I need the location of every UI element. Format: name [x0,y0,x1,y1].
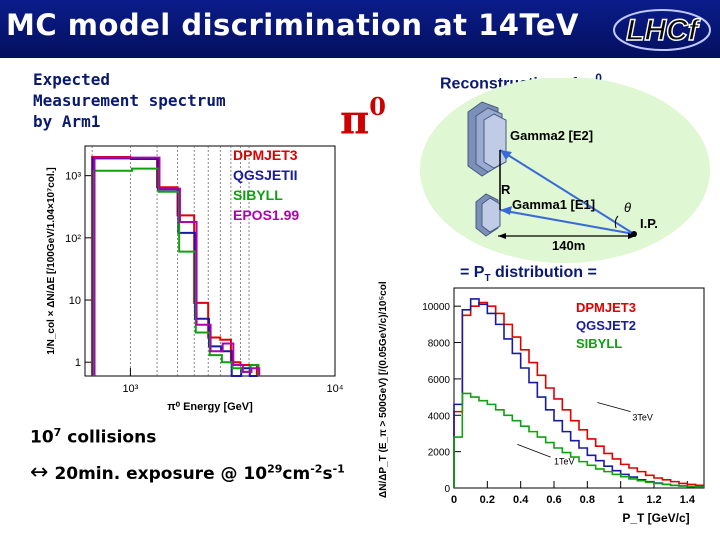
detector-lower [475,193,501,237]
x-tick-label: 10³ [122,383,138,395]
energy-spectrum-chart: 1 10 10² 10³ 10³ 10⁴ DPMJET3 QGSJETII SIBYLL EPOS… [46,145,344,413]
annotation-1tev: 1TeV [554,456,575,466]
intro-text: Expected Measurement spectrum by Arm1 [33,69,226,132]
gamma2-arrowhead [500,150,512,160]
pt-sub: T [484,273,491,285]
logo-text: LHCf [626,14,701,47]
intro-line-2: Measurement spectrum [33,91,226,110]
legend-entry: DPMJET3 [576,300,636,315]
legend-entry: SIBYLL [233,187,283,203]
exposure-prefix: 20min. exposure @ 10 [54,464,268,484]
pt-suffix: distribution = [490,264,597,281]
legend-entry: QGSJET2 [576,318,636,333]
gamma2-label: Gamma2 [E2] [510,128,593,143]
detector-upper [467,101,507,177]
intro-line-1: Expected [33,70,111,89]
y-axis-label: 1/N_col × ΔN/ΔE [/100GeV/1.04×10⁷col.] [46,167,57,354]
reconstruction-sup: 0 [595,71,602,85]
legend-entry: EPOS1.99 [233,207,299,223]
histogram-epos199 [93,156,261,376]
pt-distribution-heading: = PT distribution = [460,264,597,284]
exposure-text: ↔ 20min. exposure @ 1029cm-2s-1 [30,460,345,485]
ip-point [631,231,637,237]
exposure-s: s [322,464,333,484]
exposure-exp3: -1 [332,462,345,476]
pt-distribution-chart: 0 2000 4000 6000 8000 10000 0 0.2 0.4 0.6 0.8 1 1.2 1… [378,282,705,525]
gamma1-label: Gamma1 [E1] [512,197,595,212]
y-tick-label: 4000 [428,411,451,422]
pi-sup: 0 [369,92,386,121]
reconstruction-diagram: Gamma2 [E2] Gamma1 [E1] R θ I.P. 140m [420,78,710,263]
y-tick-label: 10² [65,233,81,245]
x-tick-label: 1 [618,494,624,506]
annotation-arrow [517,443,551,458]
y-tick-label: 10³ [65,171,81,183]
collisions-base: 10 [30,427,54,448]
x-tick-label: 0 [451,494,457,506]
lhcf-logo: LHCf [613,9,711,51]
collisions-label: collisions [61,427,157,448]
diagram-ellipse [420,78,710,263]
slide-title: MC model discrimination at 14TeV [6,8,580,42]
pi-glyph: π [340,96,370,144]
exposure-exp2: -2 [310,462,323,476]
y-tick-label: 0 [444,484,450,495]
distance-arrow-left [498,233,506,239]
ip-label: I.P. [640,216,658,231]
theta-arc [614,215,619,229]
x-axis-label: P_T [GeV/c] [622,511,689,525]
x-tick-label: 0.2 [480,494,495,506]
y-axis-label: ΔN/ΔP_T (E_π > 500GeV) [/(0.05GeV/c)/10⁵… [378,282,389,498]
y-tick-label: 8000 [428,339,451,350]
annotation-arrow [597,402,631,413]
histogram-sibyll [453,392,704,488]
collisions-exp: 7 [53,426,62,439]
y-tick-label: 10 [69,295,81,307]
collisions-text: 107 collisions [30,426,156,448]
x-tick-label: 10⁴ [327,383,344,395]
annotation-3tev: 3TeV [632,413,653,423]
distance-label: 140m [552,238,585,253]
x-tick-label: 0.8 [580,494,595,506]
x-tick-label: 0.6 [546,494,561,506]
x-axis-label: π⁰ Energy [GeV] [167,401,253,413]
r-label: R [501,182,511,197]
histogram-dpmjet3 [453,301,704,488]
intro-line-3: by Arm1 [33,112,101,131]
y-tick-label: 10000 [422,302,450,313]
title-bar: MC model discrimination at 14TeV LHCf [0,0,720,58]
exposure-cm: cm [282,464,311,484]
gamma2-line [499,149,635,235]
pi0-symbol: π0 [340,92,386,144]
gamma1-arrowhead [500,206,512,215]
legend-entry: SIBYLL [576,336,622,351]
legend-entry: QGSJETII [233,167,298,183]
x-tick-label: 1.2 [646,494,661,506]
pt-prefix: = P [460,264,485,281]
gamma1-line [499,209,635,235]
y-tick-label: 6000 [428,375,451,386]
x-tick-label: 0.4 [513,494,529,506]
x-tick-label: 1.4 [680,494,696,506]
theta-label: θ [624,200,631,215]
double-arrow-icon: ↔ [30,460,49,485]
y-tick-label: 2000 [428,448,451,459]
exposure-exp1: 29 [267,462,283,476]
legend-entry: DPMJET3 [233,147,298,163]
y-tick-label: 1 [75,357,81,369]
